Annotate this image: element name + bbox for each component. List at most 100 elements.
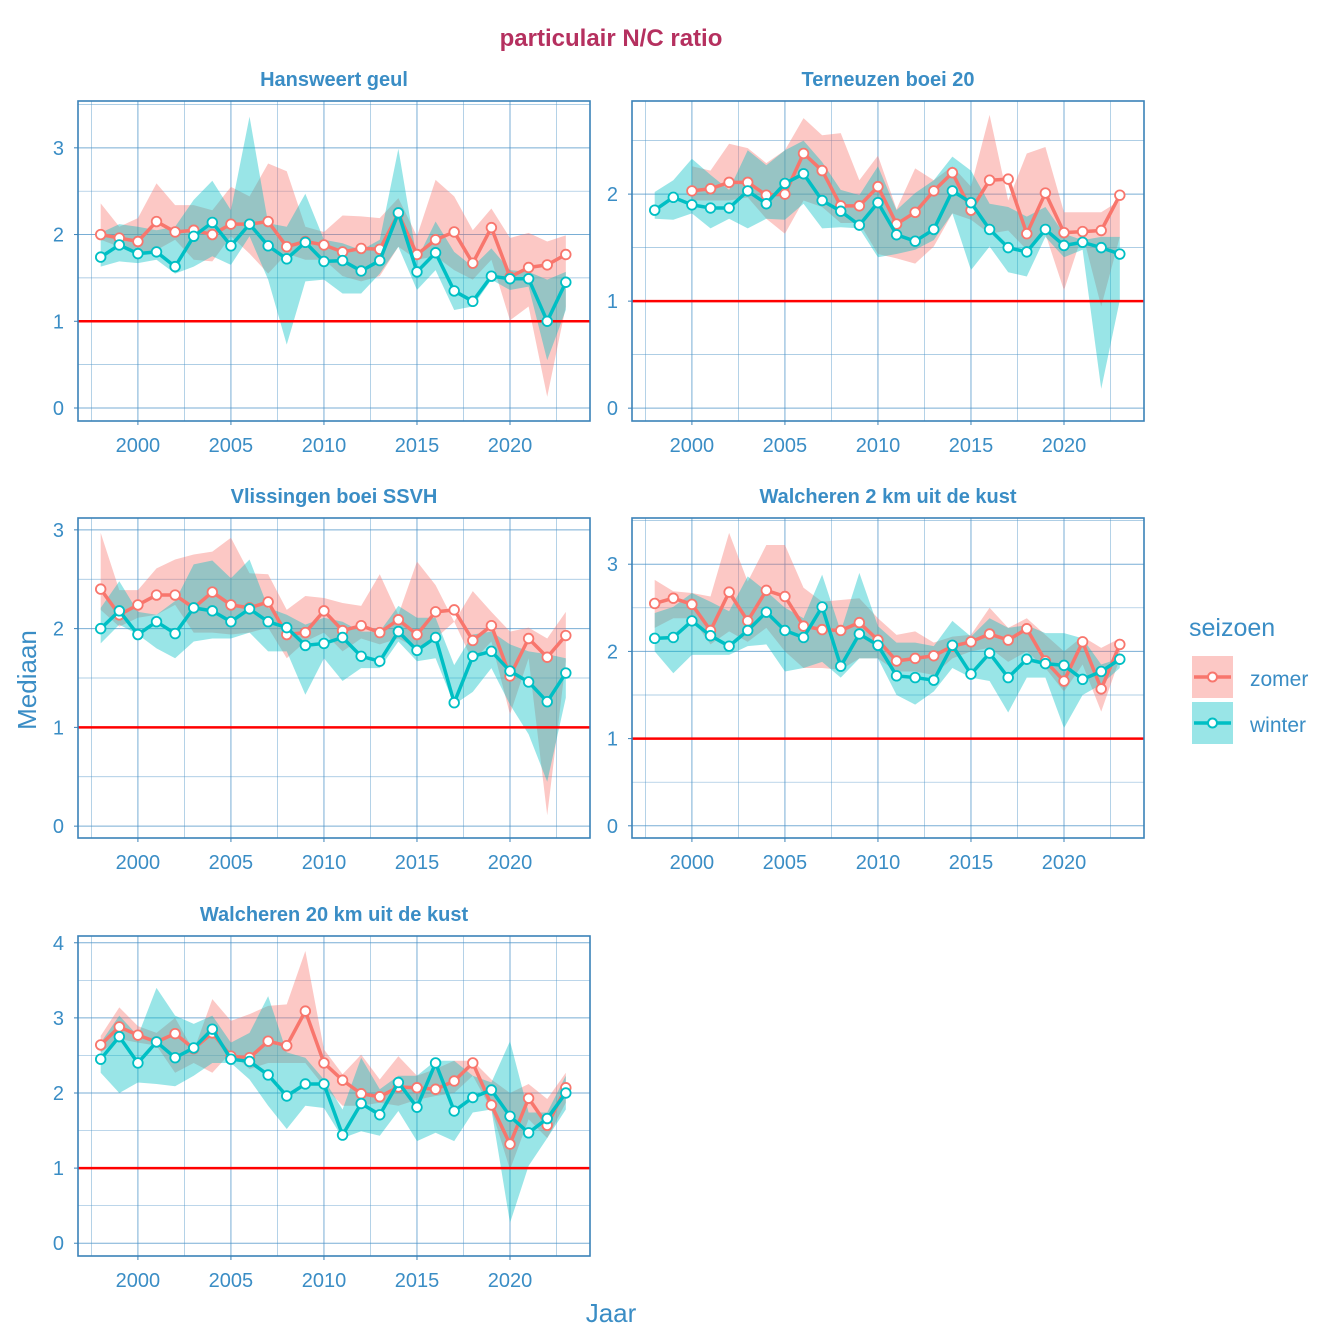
data-point-zomer (113, 1021, 126, 1033)
data-point-winter (374, 1109, 386, 1121)
data-point-winter (132, 247, 144, 260)
y-tick-label: 2 (53, 619, 64, 641)
data-point-zomer (281, 1039, 293, 1052)
data-point-winter (169, 1051, 181, 1064)
data-point-winter (225, 240, 237, 252)
data-point-winter (467, 650, 479, 662)
y-tick-label: 4 (53, 933, 64, 955)
data-point-winter (448, 1105, 460, 1117)
data-point-winter (336, 254, 349, 267)
x-tick-label: 2010 (302, 1270, 347, 1292)
y-tick-label: 0 (53, 1233, 64, 1255)
panel-0: Hansweert geul 2000 2005 2010 2015 2020 0 1 2 3 (53, 69, 591, 457)
data-point-winter (429, 247, 442, 259)
data-point-zomer (374, 1091, 386, 1103)
panel-border (77, 100, 591, 422)
data-point-winter (374, 655, 386, 667)
gridlines (78, 936, 590, 1256)
x-tick-label: 2015 (395, 1270, 440, 1292)
data-point-winter (467, 1091, 479, 1104)
panel-4: Walcheren 20 km uit de kust 2000 2005 2010 2… (53, 904, 591, 1292)
x-tick-label: 2015 (949, 435, 994, 457)
data-point-winter (522, 1127, 535, 1139)
y-tick-label: 1 (53, 717, 64, 739)
data-point-winter (816, 601, 828, 613)
legend-label-zomer: zomer (1250, 668, 1308, 691)
data-point-winter (779, 624, 791, 637)
data-point-zomer (206, 586, 219, 598)
data-point-winter (560, 667, 572, 679)
data-point-zomer (890, 655, 903, 667)
data-point-winter (890, 229, 903, 241)
data-point-winter (667, 631, 680, 644)
data-point-zomer (429, 606, 442, 618)
data-point-winter (281, 253, 293, 265)
data-point-zomer (816, 164, 828, 177)
data-point-zomer (686, 185, 698, 197)
data-point-winter (392, 625, 405, 638)
data-point-winter (94, 622, 107, 635)
data-point-winter (392, 207, 405, 219)
data-point-winter (835, 205, 847, 217)
data-point-winter (797, 168, 810, 180)
data-point-zomer (448, 604, 460, 616)
data-point-zomer (797, 620, 810, 632)
x-tick-label: 2000 (670, 435, 715, 457)
data-point-winter (318, 255, 330, 268)
data-point-winter (686, 615, 698, 627)
data-point-winter (1058, 659, 1070, 672)
data-point-winter (541, 1112, 553, 1125)
y-tick-label: 2 (607, 184, 618, 206)
data-point-winter (560, 1087, 572, 1099)
data-point-winter (467, 295, 479, 308)
data-point-zomer (779, 590, 791, 603)
panel-title: Vlissingen boei SSVH (231, 486, 438, 508)
data-point-zomer (262, 596, 274, 608)
data-point-zomer (560, 248, 572, 261)
gridlines (632, 101, 1144, 421)
data-point-zomer (853, 616, 866, 629)
data-point-winter (243, 1055, 256, 1068)
data-point-zomer (150, 589, 163, 601)
data-point-zomer (485, 619, 498, 632)
data-point-zomer (169, 1027, 181, 1040)
data-point-winter (1039, 657, 1052, 670)
x-tick-label: 2010 (302, 852, 347, 874)
data-point-zomer (928, 650, 940, 662)
x-tick-label: 2000 (116, 435, 161, 457)
data-point-winter (504, 273, 516, 285)
data-point-zomer (686, 598, 698, 611)
data-point-zomer (1021, 623, 1033, 635)
data-point-winter (448, 696, 460, 709)
data-point-zomer (336, 1074, 349, 1086)
data-point-zomer (522, 261, 535, 274)
data-point-winter (411, 644, 423, 657)
data-point-winter (225, 616, 237, 628)
data-point-zomer (169, 589, 181, 601)
data-point-winter (1021, 653, 1033, 665)
data-point-winter (318, 1078, 330, 1090)
y-tick-label: 1 (53, 311, 64, 333)
data-point-winter (797, 631, 810, 644)
x-tick-label: 2005 (763, 435, 808, 457)
data-point-winter (890, 670, 903, 682)
ribbon-winter (100, 116, 566, 361)
data-point-zomer (742, 615, 754, 627)
panel-border (631, 100, 1145, 422)
data-point-zomer (1114, 189, 1126, 201)
series-line-zomer (654, 588, 1122, 691)
data-point-winter (909, 671, 921, 684)
data-point-winter (1114, 653, 1126, 665)
data-point-winter (336, 1129, 349, 1141)
data-point-zomer (965, 636, 977, 648)
data-point-zomer (374, 626, 386, 639)
data-point-winter (541, 315, 553, 327)
data-point-zomer (560, 629, 572, 642)
data-point-winter (872, 639, 884, 652)
data-point-zomer (150, 215, 163, 228)
data-point-winter (1114, 248, 1126, 260)
data-point-zomer (94, 583, 107, 595)
data-point-winter (723, 202, 735, 214)
data-point-winter (132, 628, 144, 641)
y-tick-label: 2 (53, 1083, 64, 1105)
